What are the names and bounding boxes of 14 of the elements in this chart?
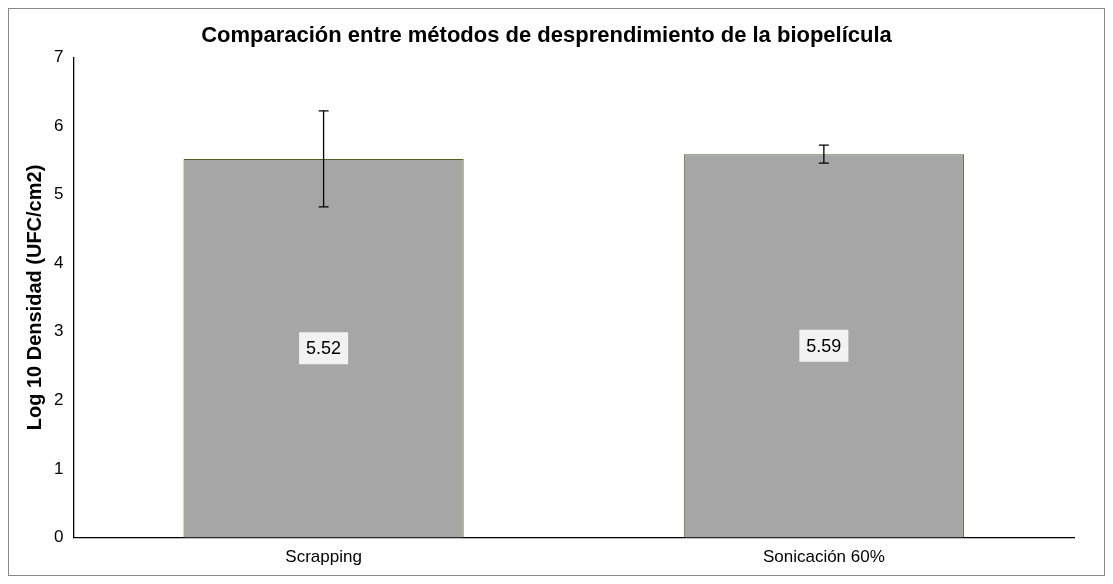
x-tick-label: Sonicación 60% <box>762 547 885 567</box>
y-tick-label: 5 <box>53 184 64 204</box>
y-tick-label: 3 <box>53 321 64 341</box>
data-label: 5.59 <box>806 335 842 356</box>
y-tick-label: 6 <box>53 115 64 135</box>
x-tick-label: Scrapping <box>285 547 362 567</box>
y-tick-label: 4 <box>53 252 64 272</box>
y-tick-label: 7 <box>53 47 64 67</box>
y-tick-label: 1 <box>53 458 64 478</box>
y-tick-label: 2 <box>53 390 64 410</box>
y-tick-label: 0 <box>53 527 64 547</box>
data-label: 5.52 <box>306 338 342 359</box>
y-axis-title: Log 10 Densidad (UFC/cm2) <box>22 164 45 431</box>
chart-title: Comparación entre métodos de desprendimiento de la biopelícula <box>201 22 893 48</box>
